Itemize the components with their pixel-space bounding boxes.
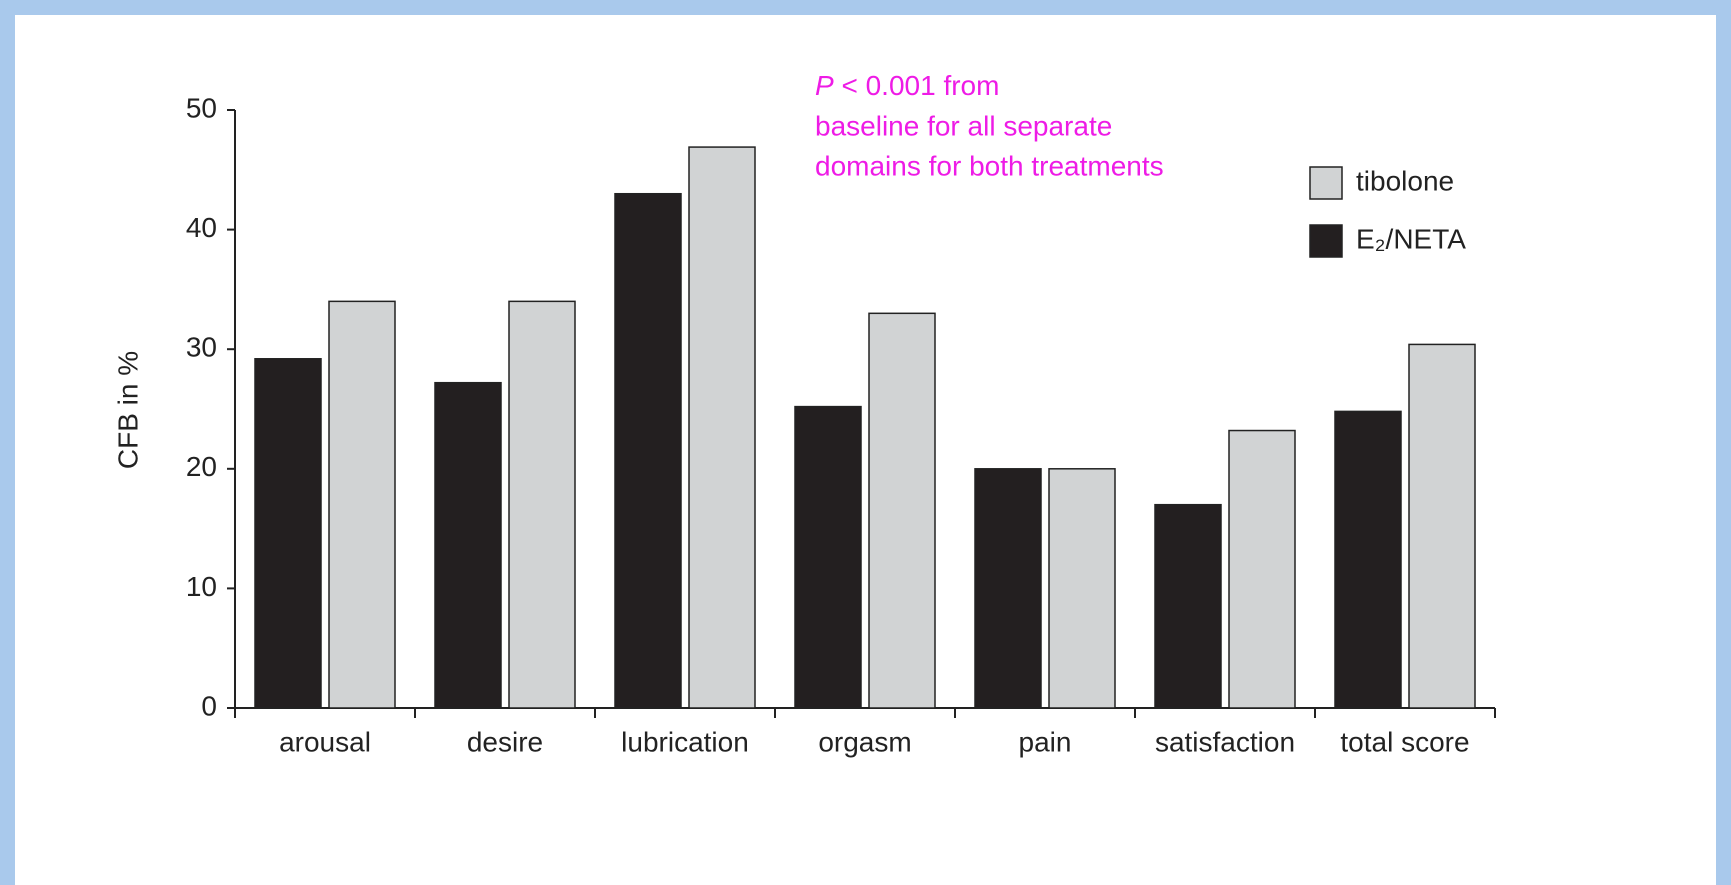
bar bbox=[688, 146, 756, 709]
bar bbox=[1408, 343, 1476, 709]
bar bbox=[328, 300, 396, 709]
y-axis-label: CFB in % bbox=[112, 351, 143, 469]
y-tick-label: 0 bbox=[201, 690, 217, 721]
bar bbox=[1228, 429, 1296, 709]
bar bbox=[868, 312, 936, 709]
x-tick-label: lubrication bbox=[621, 726, 749, 757]
x-tick-label: pain bbox=[1019, 726, 1072, 757]
legend-swatch bbox=[1309, 224, 1343, 258]
bar bbox=[508, 300, 576, 709]
bar bbox=[1334, 410, 1402, 709]
bar bbox=[614, 192, 682, 709]
y-tick-label: 50 bbox=[186, 92, 217, 123]
bar bbox=[974, 468, 1042, 709]
annotation: P < 0.001 from bbox=[815, 70, 999, 101]
y-tick-label: 10 bbox=[186, 571, 217, 602]
x-tick-label: satisfaction bbox=[1155, 726, 1295, 757]
y-tick-label: 40 bbox=[186, 212, 217, 243]
x-tick-label: desire bbox=[467, 726, 543, 757]
y-tick-label: 20 bbox=[186, 451, 217, 482]
bar bbox=[1048, 468, 1116, 709]
annotation: domains for both treatments bbox=[815, 150, 1164, 181]
x-tick-label: total score bbox=[1340, 726, 1469, 757]
legend-label: tibolone bbox=[1356, 165, 1454, 196]
legend-swatch bbox=[1309, 166, 1343, 200]
bar bbox=[434, 381, 502, 709]
x-tick-label: orgasm bbox=[818, 726, 911, 757]
x-tick-label: arousal bbox=[279, 726, 371, 757]
bar bbox=[1154, 503, 1222, 709]
y-tick-label: 30 bbox=[186, 332, 217, 363]
legend-label: E₂/NETA bbox=[1356, 223, 1466, 254]
bar bbox=[254, 358, 322, 709]
bar bbox=[794, 405, 862, 709]
annotation: baseline for all separate bbox=[815, 110, 1112, 141]
